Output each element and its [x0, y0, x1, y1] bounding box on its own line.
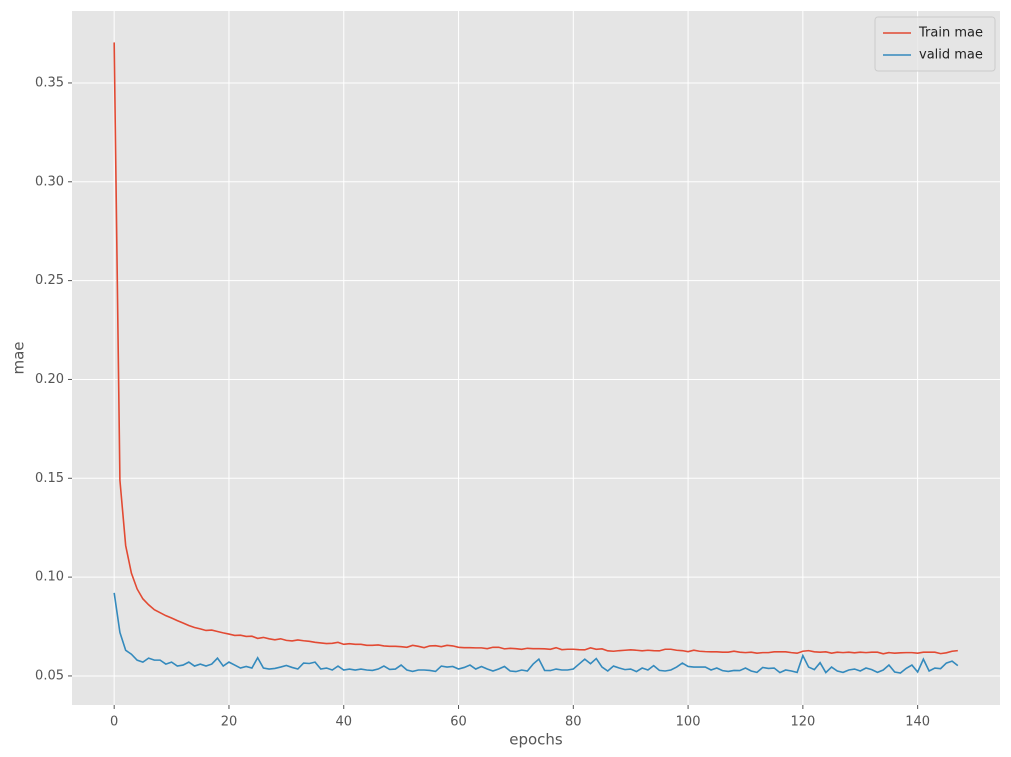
x-tick-label: 60: [450, 715, 467, 730]
legend-label: valid mae: [919, 48, 983, 63]
x-tick-label: 40: [335, 715, 352, 730]
x-tick-label: 80: [565, 715, 582, 730]
y-tick-label: 0.35: [35, 75, 64, 90]
line-series: [113, 42, 958, 655]
legend-label: Train mae: [918, 26, 983, 41]
x-tick-label: 140: [905, 715, 930, 730]
y-tick-label: 0.05: [35, 668, 64, 683]
y-tick-label: 0.15: [35, 471, 64, 486]
x-tick-label: 100: [676, 715, 701, 730]
x-tick-label: 20: [221, 715, 238, 730]
plot-area: [72, 11, 1000, 705]
x-tick-label: 120: [790, 715, 815, 730]
y-tick-label: 0.10: [35, 570, 64, 585]
y-tick-label: 0.25: [35, 273, 64, 288]
x-axis-label: epochs: [509, 731, 563, 749]
legend-box: [874, 16, 996, 72]
y-tick-label: 0.30: [35, 174, 64, 189]
y-axis-label: mae: [10, 341, 28, 374]
line-series: [113, 592, 959, 674]
x-tick-label: 0: [110, 715, 118, 730]
y-tick-label: 0.20: [35, 372, 64, 387]
